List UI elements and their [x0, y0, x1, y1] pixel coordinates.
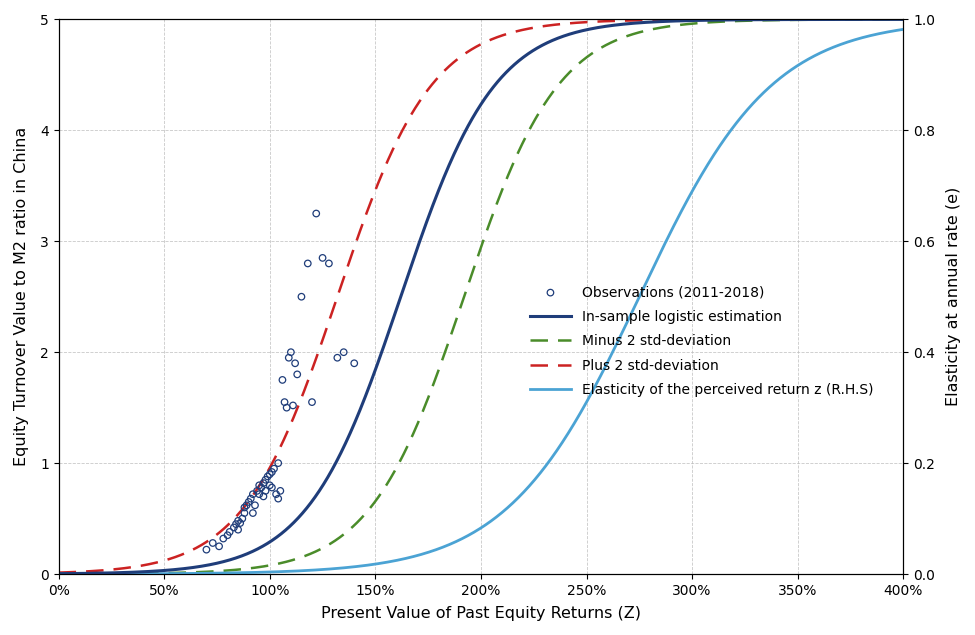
- Elasticity of the perceived return z (R.H.S): [96, 570, 107, 578]
- Observations (2011-2018): [257, 486, 273, 496]
- Minus 2 std-deviation: [718, 18, 729, 25]
- Observations (2011-2018): [273, 486, 289, 496]
- Observations (2011-2018): [254, 483, 269, 493]
- Observations (2011-2018): [288, 358, 303, 368]
- Observations (2011-2018): [241, 497, 256, 507]
- Observations (2011-2018): [275, 375, 291, 385]
- Observations (2011-2018): [243, 493, 258, 504]
- Minus 2 std-deviation: [873, 16, 884, 23]
- Observations (2011-2018): [277, 397, 292, 407]
- Observations (2011-2018): [237, 508, 253, 518]
- Observations (2011-2018): [250, 486, 265, 496]
- Observations (2011-2018): [262, 480, 278, 490]
- In-sample logistic estimation: [53, 570, 64, 577]
- Y-axis label: Elasticity at annual rate (e): Elasticity at annual rate (e): [946, 187, 961, 406]
- Minus 2 std-deviation: [873, 16, 884, 23]
- Plus 2 std-deviation: [897, 16, 909, 23]
- Observations (2011-2018): [290, 370, 305, 380]
- Elasticity of the perceived return z (R.H.S): [53, 570, 64, 578]
- Elasticity of the perceived return z (R.H.S): [897, 25, 909, 33]
- Observations (2011-2018): [308, 208, 324, 218]
- Observations (2011-2018): [279, 403, 294, 413]
- Observations (2011-2018): [205, 538, 220, 548]
- Plus 2 std-deviation: [441, 65, 452, 72]
- Observations (2011-2018): [315, 253, 331, 263]
- In-sample logistic estimation: [441, 166, 452, 174]
- Observations (2011-2018): [230, 516, 246, 526]
- Observations (2011-2018): [270, 493, 286, 504]
- Observations (2011-2018): [199, 545, 214, 555]
- Plus 2 std-deviation: [873, 16, 884, 23]
- Observations (2011-2018): [321, 258, 336, 269]
- Elasticity of the perceived return z (R.H.S): [463, 531, 475, 538]
- Elasticity of the perceived return z (R.H.S): [441, 542, 452, 549]
- Minus 2 std-deviation: [53, 570, 64, 578]
- Plus 2 std-deviation: [463, 47, 475, 55]
- Y-axis label: Equity Turnover Value to M2 ratio in China: Equity Turnover Value to M2 ratio in Chi…: [14, 127, 29, 466]
- Observations (2011-2018): [255, 478, 271, 488]
- Observations (2011-2018): [228, 519, 244, 529]
- Observations (2011-2018): [286, 400, 301, 410]
- Observations (2011-2018): [262, 469, 278, 479]
- Observations (2011-2018): [257, 475, 273, 485]
- Plus 2 std-deviation: [873, 16, 884, 23]
- Minus 2 std-deviation: [463, 277, 475, 285]
- Observations (2011-2018): [300, 258, 316, 269]
- Observations (2011-2018): [245, 489, 260, 499]
- Elasticity of the perceived return z (R.H.S): [873, 30, 884, 37]
- Observations (2011-2018): [212, 541, 227, 551]
- In-sample logistic estimation: [873, 16, 884, 23]
- Observations (2011-2018): [222, 527, 238, 537]
- Observations (2011-2018): [237, 502, 253, 512]
- Observations (2011-2018): [268, 489, 284, 499]
- Line: In-sample logistic estimation: In-sample logistic estimation: [58, 20, 903, 573]
- Plus 2 std-deviation: [718, 16, 729, 23]
- Observations (2011-2018): [215, 533, 231, 544]
- Observations (2011-2018): [281, 352, 296, 363]
- Observations (2011-2018): [232, 518, 248, 528]
- Observations (2011-2018): [230, 525, 246, 535]
- Observations (2011-2018): [252, 489, 267, 499]
- Elasticity of the perceived return z (R.H.S): [873, 30, 884, 37]
- Minus 2 std-deviation: [897, 16, 909, 23]
- In-sample logistic estimation: [873, 16, 884, 23]
- Minus 2 std-deviation: [441, 343, 452, 351]
- Observations (2011-2018): [264, 483, 280, 493]
- In-sample logistic estimation: [897, 16, 909, 23]
- Observations (2011-2018): [245, 508, 260, 518]
- Observations (2011-2018): [346, 358, 362, 368]
- Observations (2011-2018): [255, 491, 271, 502]
- Plus 2 std-deviation: [53, 569, 64, 577]
- Observations (2011-2018): [270, 458, 286, 468]
- Observations (2011-2018): [252, 480, 267, 490]
- Minus 2 std-deviation: [96, 570, 107, 578]
- Observations (2011-2018): [304, 397, 320, 407]
- In-sample logistic estimation: [718, 16, 729, 23]
- Observations (2011-2018): [283, 347, 298, 358]
- Observations (2011-2018): [235, 514, 251, 524]
- Elasticity of the perceived return z (R.H.S): [718, 137, 729, 144]
- Observations (2011-2018): [335, 347, 351, 358]
- Line: Elasticity of the perceived return z (R.H.S): Elasticity of the perceived return z (R.…: [58, 29, 903, 574]
- Observations (2011-2018): [248, 500, 263, 511]
- In-sample logistic estimation: [96, 570, 107, 577]
- Plus 2 std-deviation: [96, 566, 107, 574]
- Line: Plus 2 std-deviation: Plus 2 std-deviation: [58, 20, 903, 573]
- Observations (2011-2018): [293, 291, 309, 302]
- Legend: Observations (2011-2018), In-sample logistic estimation, Minus 2 std-deviation, : Observations (2011-2018), In-sample logi…: [524, 279, 879, 403]
- Observations (2011-2018): [264, 467, 280, 477]
- Observations (2011-2018): [226, 523, 242, 533]
- Observations (2011-2018): [330, 352, 345, 363]
- In-sample logistic estimation: [463, 120, 475, 128]
- Line: Minus 2 std-deviation: Minus 2 std-deviation: [58, 20, 903, 574]
- Observations (2011-2018): [266, 464, 282, 474]
- Observations (2011-2018): [260, 471, 276, 481]
- X-axis label: Present Value of Past Equity Returns (Z): Present Value of Past Equity Returns (Z): [321, 606, 641, 621]
- Observations (2011-2018): [219, 530, 235, 540]
- Observations (2011-2018): [239, 500, 254, 511]
